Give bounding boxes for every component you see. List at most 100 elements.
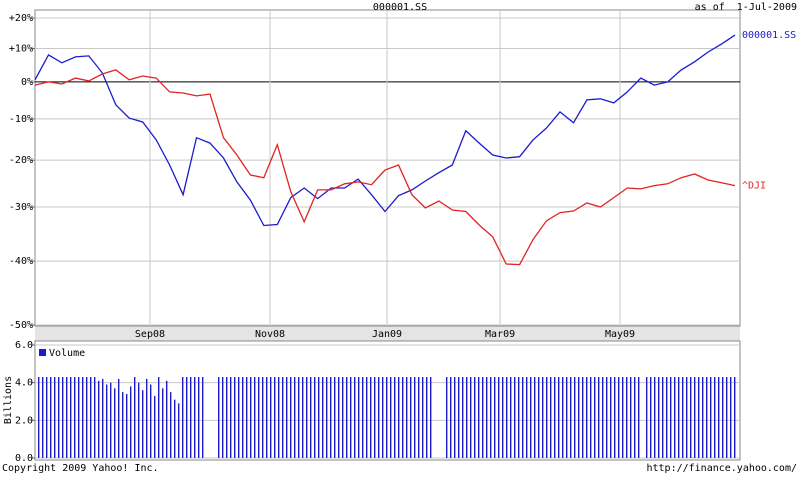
volume-bar [218, 377, 220, 458]
volume-bar [710, 377, 712, 458]
as-of-date: as of 1-Jul-2009 [695, 2, 797, 13]
volume-bar [674, 377, 676, 458]
volume-bar [722, 377, 724, 458]
volume-bar [634, 377, 636, 458]
volume-bar [670, 377, 672, 458]
volume-bar [498, 377, 500, 458]
volume-bar [502, 377, 504, 458]
volume-y-label: Billions [3, 376, 14, 424]
volume-bar [518, 377, 520, 458]
y-tick-label: -10% [9, 114, 33, 125]
legend-swatch [39, 349, 46, 356]
volume-bar [110, 382, 112, 458]
volume-bar [114, 388, 116, 458]
volume-bar [202, 377, 204, 458]
y-tick-label: -40% [9, 256, 33, 267]
volume-bar [734, 377, 736, 458]
volume-bar [650, 377, 652, 458]
volume-bar [262, 377, 264, 458]
x-tick-label: Nov08 [255, 329, 285, 340]
volume-bar [358, 377, 360, 458]
volume-bar [430, 377, 432, 458]
volume-bar [394, 377, 396, 458]
volume-bar [98, 380, 100, 458]
copyright: Copyright 2009 Yahoo! Inc. [2, 463, 159, 474]
volume-bar [330, 377, 332, 458]
y-tick-label: +20% [9, 13, 33, 24]
volume-bar [494, 377, 496, 458]
volume-bar [338, 377, 340, 458]
volume-bar [666, 377, 668, 458]
volume-bar [278, 377, 280, 458]
volume-bar [686, 377, 688, 458]
volume-bar [314, 377, 316, 458]
x-tick-label: Mar09 [485, 329, 515, 340]
volume-bar [242, 377, 244, 458]
volume-bar [106, 384, 108, 458]
volume-bar [322, 377, 324, 458]
volume-bar [222, 377, 224, 458]
volume-bar [238, 377, 240, 458]
y-tick-label: 0.0 [15, 453, 33, 464]
volume-bar [654, 377, 656, 458]
volume-bar [174, 399, 176, 458]
legend-label: Volume [49, 348, 85, 359]
volume-bar [274, 377, 276, 458]
volume-bar [38, 377, 40, 458]
series-label: ^DJI [742, 181, 766, 192]
volume-bar [326, 377, 328, 458]
volume-bar [198, 377, 200, 458]
volume-bar [250, 377, 252, 458]
volume-bar [90, 377, 92, 458]
volume-bar [586, 377, 588, 458]
volume-bar [602, 377, 604, 458]
volume-bar [266, 377, 268, 458]
volume-bar [258, 377, 260, 458]
volume-bar [566, 377, 568, 458]
volume-bar [102, 378, 104, 458]
volume-bar [270, 377, 272, 458]
volume-bar [630, 377, 632, 458]
volume-bar [594, 377, 596, 458]
volume-bar [42, 377, 44, 458]
volume-bar [82, 377, 84, 458]
volume-bar [142, 390, 144, 458]
volume-bar [122, 392, 124, 458]
chart-title: 000001.SS [373, 2, 427, 13]
volume-bar [54, 377, 56, 458]
volume-bar [454, 377, 456, 458]
volume-bar [478, 377, 480, 458]
volume-bar [118, 378, 120, 458]
volume-bar [282, 377, 284, 458]
volume-bar [378, 377, 380, 458]
volume-bar [158, 377, 160, 458]
volume-bar [682, 377, 684, 458]
volume-bar [538, 377, 540, 458]
volume-bar [598, 377, 600, 458]
volume-bar [414, 377, 416, 458]
volume-bar [146, 378, 148, 458]
volume-bar [646, 377, 648, 458]
volume-bar [578, 377, 580, 458]
volume-bar [574, 377, 576, 458]
volume-bar [582, 377, 584, 458]
volume-bar [166, 380, 168, 458]
volume-bar [638, 377, 640, 458]
volume-bar [558, 377, 560, 458]
volume-bar [230, 377, 232, 458]
volume-bar [346, 377, 348, 458]
volume-bar [726, 377, 728, 458]
volume-bar [334, 377, 336, 458]
volume-bar [402, 377, 404, 458]
volume-bar [550, 377, 552, 458]
volume-bar [398, 377, 400, 458]
volume-bar [318, 377, 320, 458]
volume-bar [730, 377, 732, 458]
volume-bar [294, 377, 296, 458]
volume-bar [606, 377, 608, 458]
volume-bar [614, 377, 616, 458]
volume-bar [694, 377, 696, 458]
volume-bar [510, 377, 512, 458]
series-line [34, 34, 736, 227]
